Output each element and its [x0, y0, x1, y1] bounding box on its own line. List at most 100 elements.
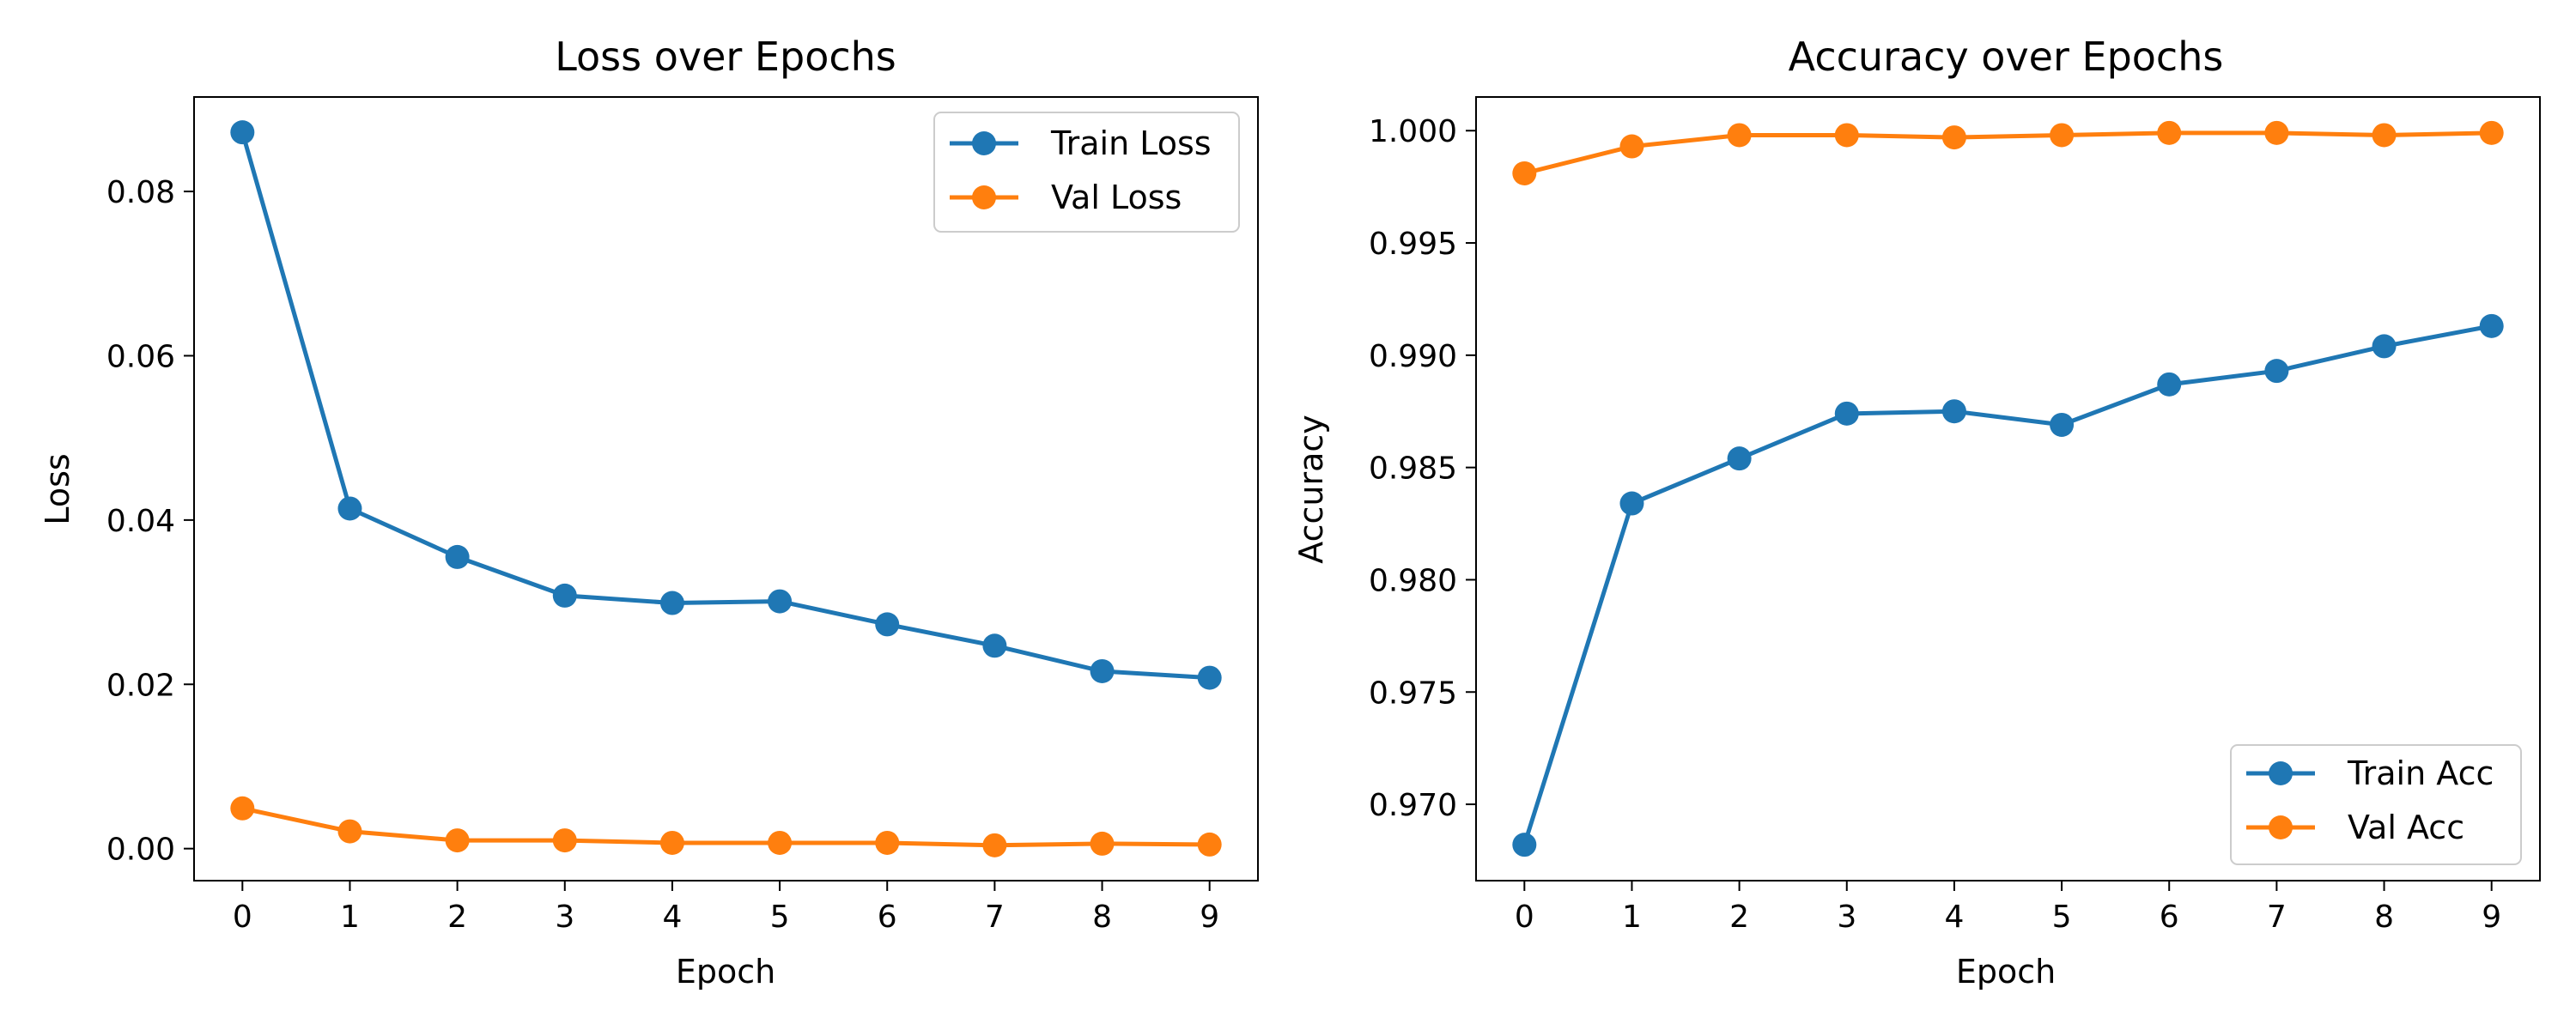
- data-point-val-loss: [230, 796, 255, 821]
- data-point-train-loss: [659, 591, 684, 615]
- data-point-val-acc: [2050, 123, 2075, 148]
- data-point-train-loss: [1197, 665, 1222, 690]
- legend-marker-train-acc: [2269, 761, 2293, 785]
- data-point-val-loss: [875, 830, 900, 855]
- data-point-train-loss: [552, 583, 577, 608]
- acc-y-tick-label: 0.985: [1369, 451, 1457, 487]
- loss-x-tick-label: 2: [447, 900, 467, 935]
- legend-marker-val-acc: [2269, 815, 2293, 839]
- acc-y-tick-label: 1.000: [1369, 114, 1457, 149]
- accuracy-plot-area: [1475, 96, 2541, 882]
- accuracy-x-ticks: 0 1 2 3 4 5 6 7 8 9: [1515, 881, 2501, 935]
- data-point-train-acc: [1834, 401, 1859, 426]
- acc-x-tick-label: 5: [2052, 900, 2072, 935]
- data-point-val-acc: [1512, 161, 1537, 185]
- acc-x-tick-label: 3: [1837, 900, 1856, 935]
- loss-x-tick-label: 8: [1092, 900, 1112, 935]
- acc-x-tick-label: 2: [1729, 900, 1749, 935]
- series-line-val-acc: [1523, 130, 2492, 176]
- accuracy-legend: Train Acc Val Acc: [2230, 744, 2522, 865]
- loss-y-tick-label: 0.00: [106, 833, 175, 868]
- loss-x-axis-label: Epoch: [676, 953, 775, 991]
- loss-y-tick-label: 0.04: [106, 504, 175, 539]
- loss-x-tick-label: 4: [662, 900, 682, 935]
- legend-label-train-acc: Train Acc: [2347, 754, 2494, 792]
- accuracy-chart: Accuracy over Epochs 0.970 0.975 0.980 0.98…: [1292, 33, 2541, 991]
- data-point-val-acc: [2264, 120, 2289, 145]
- data-point-train-loss: [230, 120, 255, 145]
- loss-x-ticks: 0 1 2 3 4 5 6 7 8 9: [233, 881, 1219, 935]
- loss-chart: Loss over Epochs 0.00 0.02 0.04 0.06 0.08 0 1…: [39, 33, 1259, 991]
- accuracy-series: [1512, 120, 2504, 857]
- data-point-val-acc: [1619, 134, 1644, 159]
- data-point-val-loss: [445, 828, 470, 853]
- acc-x-tick-label: 0: [1515, 900, 1534, 935]
- acc-x-tick-label: 1: [1622, 900, 1642, 935]
- data-point-train-acc: [2479, 313, 2504, 338]
- acc-y-tick-label: 0.970: [1369, 788, 1457, 823]
- loss-chart-title: Loss over Epochs: [555, 33, 896, 80]
- data-point-val-loss: [982, 833, 1007, 857]
- legend-label-val-acc: Val Acc: [2348, 809, 2464, 846]
- data-point-val-loss: [659, 830, 684, 855]
- data-point-val-acc: [1941, 125, 1966, 150]
- loss-y-tick-label: 0.02: [106, 668, 175, 703]
- data-point-val-acc: [2479, 120, 2504, 145]
- acc-y-tick-label: 0.995: [1369, 227, 1457, 262]
- data-point-val-acc: [2372, 123, 2397, 148]
- data-point-train-acc: [1941, 399, 1966, 424]
- accuracy-x-axis-label: Epoch: [1956, 953, 2056, 991]
- loss-x-tick-label: 0: [233, 900, 252, 935]
- legend-label-val-loss: Val Loss: [1051, 179, 1182, 216]
- series-line-val-loss: [241, 806, 1210, 848]
- loss-series: [230, 120, 1222, 857]
- series-line-train-loss: [240, 131, 1210, 681]
- data-point-val-loss: [1197, 832, 1222, 857]
- data-point-val-loss: [1090, 831, 1115, 856]
- legend-marker-train-loss: [972, 131, 996, 155]
- loss-plot-area: [193, 96, 1259, 882]
- data-point-train-acc: [2372, 334, 2397, 359]
- data-point-val-acc: [1727, 123, 1752, 148]
- acc-y-tick-label: 0.975: [1369, 676, 1457, 711]
- loss-x-tick-label: 5: [770, 900, 790, 935]
- data-point-train-acc: [2264, 359, 2289, 384]
- data-point-val-acc: [1834, 123, 1859, 148]
- acc-x-tick-label: 8: [2374, 900, 2394, 935]
- loss-legend: Train Loss Val Loss: [933, 112, 1240, 233]
- data-point-train-loss: [982, 633, 1007, 658]
- loss-y-tick-label: 0.08: [106, 175, 175, 210]
- data-point-train-loss: [337, 496, 362, 521]
- acc-x-tick-label: 6: [2160, 900, 2179, 935]
- loss-y-ticks: 0.00 0.02 0.04 0.06 0.08: [106, 175, 194, 868]
- data-point-train-loss: [875, 612, 900, 637]
- legend-marker-val-loss: [972, 185, 996, 209]
- legend-label-train-loss: Train Loss: [1050, 124, 1212, 162]
- acc-y-tick-label: 0.990: [1369, 339, 1457, 374]
- loss-y-axis-label: Loss: [39, 453, 76, 524]
- data-point-train-acc: [2157, 372, 2182, 397]
- data-point-train-acc: [1727, 446, 1752, 471]
- acc-x-tick-label: 9: [2482, 900, 2501, 935]
- data-point-train-loss: [445, 544, 470, 569]
- loss-y-tick-label: 0.06: [106, 339, 175, 374]
- data-point-val-acc: [2157, 120, 2182, 145]
- data-point-val-loss: [337, 819, 362, 844]
- accuracy-y-axis-label: Accuracy: [1292, 415, 1330, 564]
- loss-x-tick-label: 7: [985, 900, 1005, 935]
- loss-x-tick-label: 3: [555, 900, 574, 935]
- data-point-train-acc: [1512, 833, 1537, 857]
- loss-x-tick-label: 9: [1200, 900, 1219, 935]
- data-point-train-loss: [768, 589, 793, 614]
- acc-x-tick-label: 4: [1944, 900, 1964, 935]
- loss-x-tick-label: 1: [340, 900, 360, 935]
- loss-x-tick-label: 6: [878, 900, 897, 935]
- data-point-val-loss: [768, 830, 793, 855]
- accuracy-chart-title: Accuracy over Epochs: [1789, 33, 2224, 80]
- data-point-val-loss: [552, 828, 577, 853]
- data-point-train-loss: [1090, 658, 1115, 683]
- data-point-train-acc: [2050, 412, 2075, 437]
- acc-y-tick-label: 0.980: [1369, 563, 1457, 598]
- acc-x-tick-label: 7: [2267, 900, 2287, 935]
